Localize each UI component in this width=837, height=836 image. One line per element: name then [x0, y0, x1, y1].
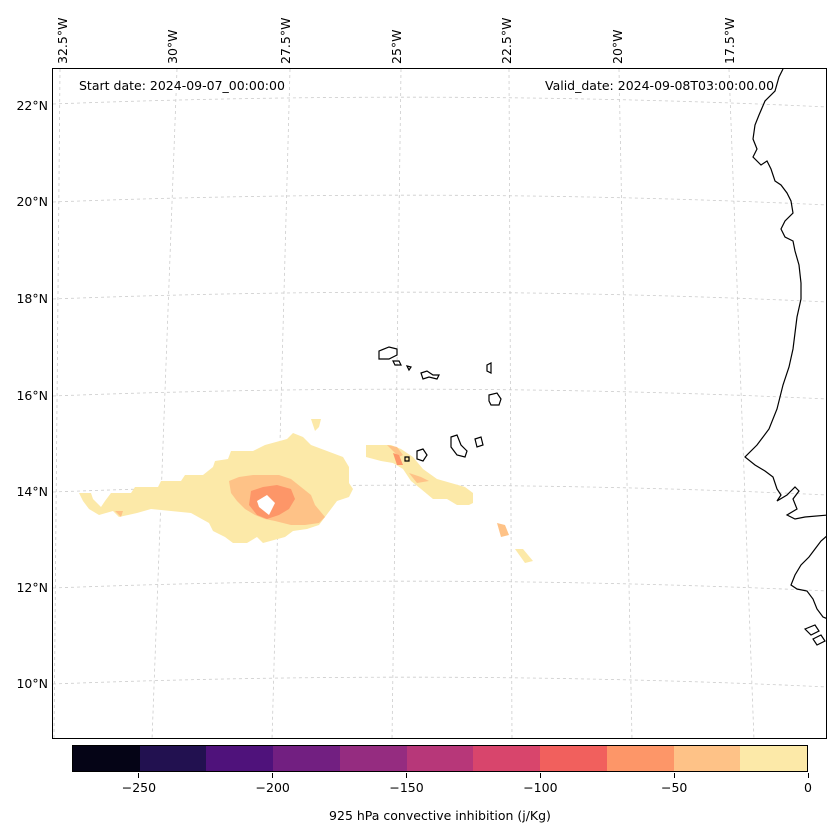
lat-label-10n: 10°N: [16, 676, 48, 691]
colorbar-tick: [272, 773, 274, 778]
lon-label-17-5w: 17.5°W: [722, 17, 737, 64]
valid-date-label: Valid_date: 2024-09-08T03:00:00.00: [545, 78, 775, 93]
start-date-label: Start date: 2024-09-07_00:00:00: [79, 78, 285, 93]
colorbar-tick-label: −250: [121, 780, 157, 795]
lon-label-30w: 30°W: [165, 29, 180, 64]
africa-coast-south: [790, 535, 826, 619]
colorbar-segment: [406, 746, 474, 771]
africa-coast: [744, 69, 826, 520]
cape-verde-santiago: [450, 434, 468, 458]
cin-region-south-bit: [515, 549, 533, 563]
colorbar-tick: [807, 773, 809, 778]
meridian-30w: [151, 69, 178, 738]
cin-region-east-band: [366, 445, 473, 505]
colorbar: [72, 745, 808, 772]
colorbar-segment: [740, 746, 808, 771]
cin-region-edge-west: [115, 511, 123, 517]
colorbar-tick-label: −100: [523, 780, 558, 795]
lon-label-22-5w: 22.5°W: [499, 17, 514, 64]
colorbar-tick-label: −150: [389, 780, 424, 795]
cape-verde-sao-nicolau: [420, 370, 440, 380]
cin-region-hole: [257, 495, 275, 515]
cin-region-band-edge-2: [409, 473, 429, 483]
colorbar-segment: [473, 746, 541, 771]
colorbar-segment: [606, 746, 674, 771]
colorbar-tick: [138, 773, 140, 778]
lon-label-27-5w: 27.5°W: [278, 17, 293, 64]
colorbar-segment: [339, 746, 407, 771]
meridian-20w: [618, 69, 633, 738]
lon-label-25w: 25°W: [389, 29, 404, 64]
lon-label-32-5w: 32.5°W: [55, 17, 70, 64]
cape-verde-fogo: [416, 448, 428, 462]
lat-label-12n: 12°N: [16, 580, 48, 595]
colorbar-tick: [673, 773, 675, 778]
bijagos-2: [812, 634, 826, 646]
cape-verde-santa-luzia: [405, 365, 412, 372]
colorbar-segment: [73, 746, 140, 771]
graticule: [53, 69, 826, 738]
cape-verde-boa-vista: [488, 392, 502, 406]
map-canvas: [53, 69, 826, 738]
cin-region-band-edge-3: [497, 523, 509, 537]
parallel-20n: [53, 194, 826, 206]
meridian-17-5w: [728, 69, 755, 738]
cin-region-sliver: [311, 419, 321, 431]
cin-region-west: [79, 433, 353, 543]
lat-label-20n: 20°N: [16, 194, 48, 209]
colorbar-segment: [273, 746, 340, 771]
parallel-12n: [53, 580, 826, 592]
cape-verde-sal: [486, 362, 492, 374]
colorbar-tick-label: −50: [660, 780, 688, 795]
parallel-16n: [53, 388, 826, 400]
lon-label-20w: 20°W: [610, 29, 625, 64]
colorbar-tick: [539, 773, 541, 778]
colorbar-tick: [406, 773, 408, 778]
map-panel: [52, 68, 827, 739]
lat-label-14n: 14°N: [16, 484, 48, 499]
colorbar-label: 925 hPa convective inhibition (j/Kg): [329, 808, 551, 823]
cape-verde-brava: [404, 456, 410, 462]
colorbar-segment: [540, 746, 607, 771]
bijagos-1: [803, 624, 820, 636]
colorbar-segment: [673, 746, 741, 771]
parallel-10n: [53, 676, 826, 688]
colorbar-tick-label: 0: [804, 780, 812, 795]
coastlines: [378, 69, 826, 646]
colorbar-tick-label: −200: [255, 780, 290, 795]
colorbar-segment: [206, 746, 274, 771]
meridian-32-5w: [53, 69, 61, 738]
parallel-18n: [53, 291, 826, 303]
meridian-22-5w: [508, 69, 513, 738]
meridian-25w: [391, 69, 402, 738]
meridian-27-5w: [271, 69, 291, 738]
cape-verde-santo-antao: [378, 346, 398, 360]
cape-verde-sao-vicente: [392, 360, 402, 366]
cape-verde-maio: [474, 436, 484, 448]
cin-region-band-core: [393, 453, 403, 465]
lat-label-22n: 22°N: [16, 98, 48, 113]
lat-label-16n: 16°N: [16, 388, 48, 403]
parallel-22n: [53, 96, 826, 108]
cin-region-band-edge-1: [387, 445, 403, 457]
lat-label-18n: 18°N: [16, 291, 48, 306]
colorbar-segment: [139, 746, 207, 771]
